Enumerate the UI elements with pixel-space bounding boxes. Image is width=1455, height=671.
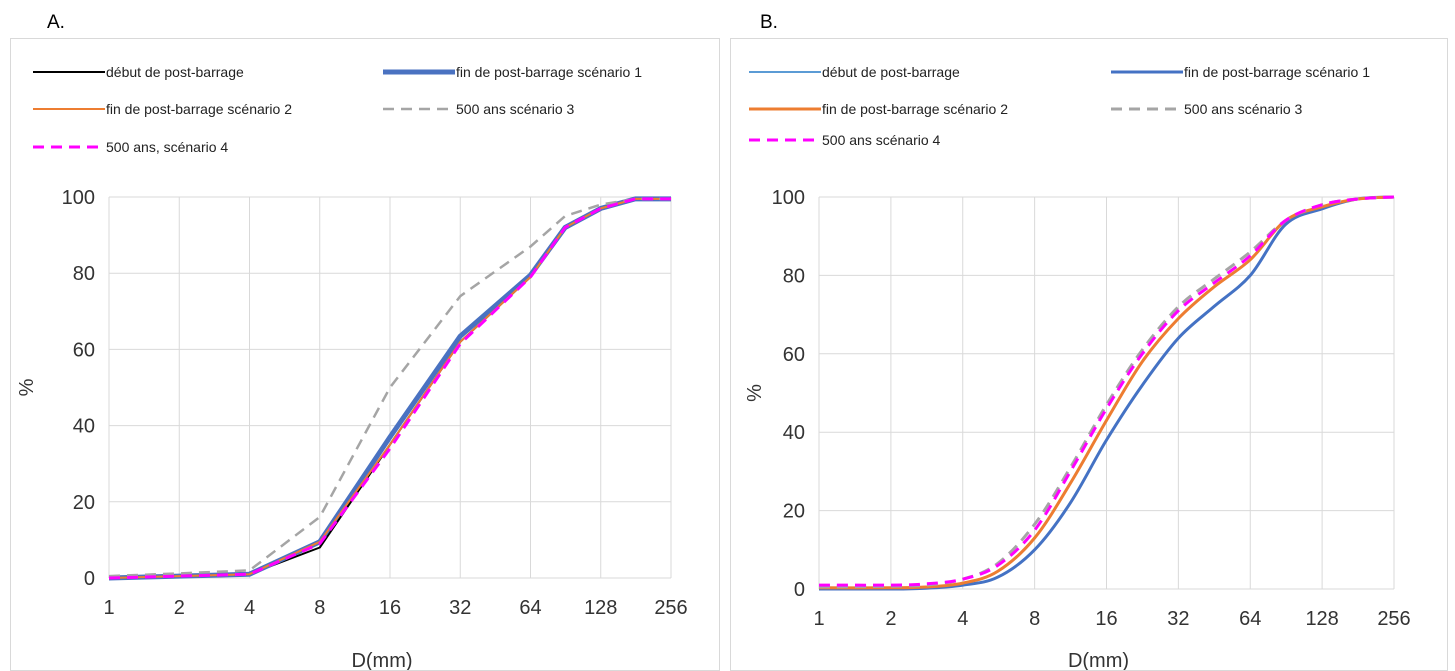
legend-label-1: début de post-barrage (106, 64, 244, 80)
x-tick-label: 32 (449, 597, 471, 619)
legend-label-5: 500 ans, scénario 4 (106, 139, 228, 155)
x-axis-title: D(mm) (1068, 650, 1129, 670)
x-tick-label: 1 (103, 597, 114, 619)
x-tick-label: 2 (885, 608, 896, 630)
y-tick-label: 60 (783, 344, 805, 366)
gridlines (108, 196, 672, 579)
y-tick-label: 40 (73, 416, 95, 438)
legend-label-4: 500 ans scénario 3 (456, 101, 575, 117)
legend-label-5: 500 ans scénario 4 (822, 132, 941, 148)
x-tick-label: 4 (244, 597, 255, 619)
x-tick-label: 4 (957, 608, 968, 630)
legend-label-2: fin de post-barrage scénario 1 (1184, 64, 1370, 80)
x-tick-label: 32 (1167, 608, 1189, 630)
y-tick-label: 20 (73, 492, 95, 514)
x-tick-label: 256 (654, 597, 687, 619)
y-tick-label: 20 (783, 501, 805, 523)
y-tick-label: 60 (73, 339, 95, 361)
x-tick-label: 64 (519, 597, 541, 619)
chart-b: 1 2 4 8 16 32 64 128 256 0 20 40 60 80 100 D(mm)% début … (744, 64, 1411, 670)
x-tick-label: 2 (174, 597, 185, 619)
y-tick-label: 40 (783, 422, 805, 444)
x-tick-label: 256 (1377, 608, 1410, 630)
x-axis-title: D(mm) (351, 650, 412, 670)
x-tick-label: 8 (314, 597, 325, 619)
legend-label-1: début de post-barrage (822, 64, 960, 80)
legend-label-3: fin de post-barrage scénario 2 (822, 101, 1008, 117)
x-tick-label: 64 (1239, 608, 1261, 630)
y-tick-label: 0 (84, 568, 95, 590)
chart-b-container: 1 2 4 8 16 32 64 128 256 0 20 40 60 80 100 D(mm)% début … (730, 38, 1448, 671)
x-tick-label: 128 (584, 597, 617, 619)
x-tick-label: 1 (813, 608, 824, 630)
series-line-5 (818, 195, 1395, 587)
x-tick-label: 16 (1095, 608, 1117, 630)
legend-label-2: fin de post-barrage scénario 1 (456, 64, 642, 80)
series-line-4 (108, 197, 671, 578)
panel-b-label: B. (760, 12, 778, 33)
y-axis-title: % (16, 378, 38, 396)
y-axis-title: % (744, 384, 766, 402)
y-tick-label: 0 (794, 579, 805, 601)
x-tick-label: 128 (1305, 608, 1338, 630)
y-tick-label: 100 (772, 187, 805, 209)
x-tick-label: 16 (379, 597, 401, 619)
chart-a: 1 2 4 8 16 32 64 128 256 0 20 40 60 80 100 D(mm)% début … (16, 64, 688, 670)
y-tick-label: 80 (783, 265, 805, 287)
gridlines (818, 196, 1395, 590)
y-tick-label: 80 (73, 263, 95, 285)
y-tick-label: 100 (62, 187, 95, 209)
chart-a-container: 1 2 4 8 16 32 64 128 256 0 20 40 60 80 100 D(mm)% début … (10, 38, 720, 671)
series-line-5 (108, 197, 671, 580)
panel-a-label: A. (47, 12, 65, 33)
legend-label-4: 500 ans scénario 3 (1184, 101, 1303, 117)
x-tick-label: 8 (1029, 608, 1040, 630)
legend-label-3: fin de post-barrage scénario 2 (106, 101, 292, 117)
